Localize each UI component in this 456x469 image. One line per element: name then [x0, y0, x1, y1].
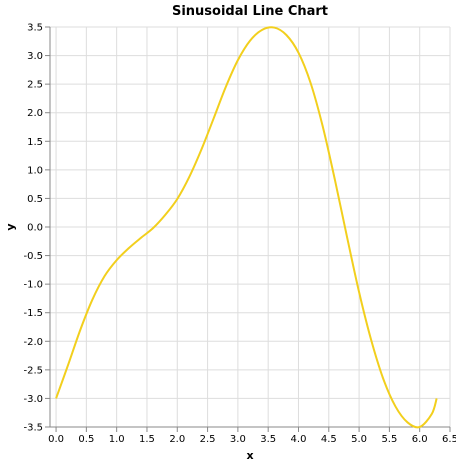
y-tick-label: 0.5 — [27, 194, 43, 205]
x-tick-label: 6.5 — [442, 434, 456, 445]
x-axis-label: x — [246, 449, 253, 462]
x-tick-label: 0.0 — [48, 434, 64, 445]
x-tick-label: 4.0 — [291, 434, 307, 445]
y-tick-label: 1.5 — [27, 137, 43, 148]
y-tick-label: 3.5 — [27, 23, 43, 34]
x-tick-label: 0.5 — [78, 434, 94, 445]
x-tick-label: 2.0 — [169, 434, 185, 445]
y-tick-label: -2.5 — [23, 365, 43, 376]
y-tick-label: 2.5 — [27, 80, 43, 91]
series-line — [55, 26, 438, 429]
y-tick-label: 3.0 — [27, 51, 43, 62]
y-tick-label: -1.5 — [23, 308, 43, 319]
axes: 0.0 0.5 1.0 1.5 2.0 2.5 3.0 3.5 4.0 4.5 5.0 5.5 6.0 6… — [23, 23, 456, 446]
x-tick-label: 3.0 — [230, 434, 246, 445]
y-tick-label: 2.0 — [27, 108, 43, 119]
x-tick-label: 1.5 — [139, 434, 155, 445]
series-layer — [55, 26, 438, 429]
y-tick-label: 1.0 — [27, 165, 43, 176]
x-tick-label: 4.5 — [321, 434, 337, 445]
y-tick-label: -2.0 — [23, 337, 43, 348]
y-tick-label: -0.5 — [23, 251, 43, 262]
x-tick-label: 2.5 — [200, 434, 216, 445]
y-tick-label: -3.0 — [23, 394, 43, 405]
x-tick-label: 3.5 — [260, 434, 276, 445]
x-tick-label: 5.5 — [381, 434, 397, 445]
x-tick-label: 5.0 — [351, 434, 367, 445]
y-tick-label: -3.5 — [23, 423, 43, 434]
y-tick-label: 0.0 — [27, 223, 43, 234]
grid-lines — [50, 26, 451, 428]
y-axis-label: y — [4, 223, 17, 230]
y-tick-label: -1.0 — [23, 280, 43, 291]
x-tick-label: 6.0 — [412, 434, 428, 445]
chart-title: Sinusoidal Line Chart — [172, 4, 328, 19]
x-tick-label: 1.0 — [109, 434, 125, 445]
